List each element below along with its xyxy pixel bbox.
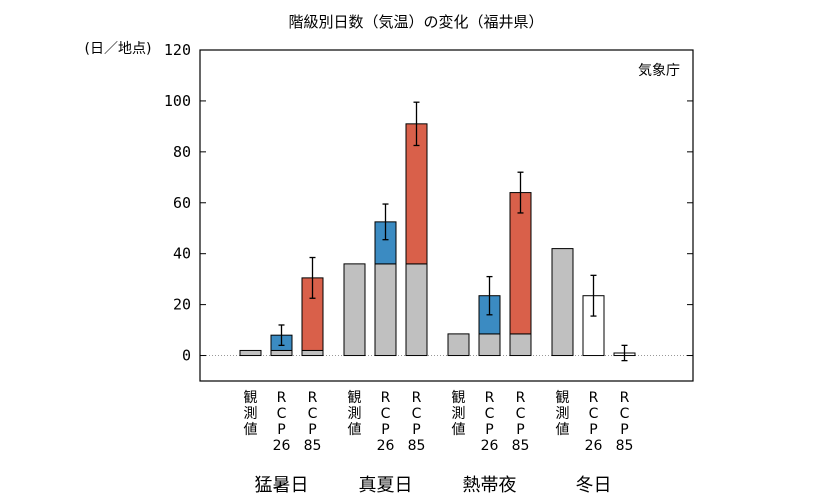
x-tick-label: R [485, 390, 495, 406]
x-tick-label: C [308, 406, 318, 422]
y-tick-label: 120 [164, 41, 191, 59]
x-tick-label: P [308, 422, 316, 438]
group-label: 真夏日 [359, 475, 413, 496]
x-tick-label: C [516, 406, 526, 422]
x-tick-label: 値 [348, 422, 362, 438]
x-tick-label: 値 [556, 422, 570, 438]
y-tick-label: 60 [173, 194, 191, 212]
x-labels-layer: 観測値RCP26RCP85猛暑日観測値RCP26RCP85真夏日観測値RCP26… [244, 389, 634, 496]
base-bar-segment [510, 334, 531, 356]
x-tick-label: C [485, 406, 495, 422]
plot-frame [200, 50, 693, 381]
x-tick-label: 観 [348, 389, 362, 406]
x-tick-label: 測 [556, 406, 570, 422]
observed-bar [344, 264, 365, 356]
x-tick-label: 測 [348, 406, 362, 422]
observed-bar [448, 334, 469, 356]
x-tick-label: R [277, 390, 287, 406]
group-label: 猛暑日 [255, 475, 309, 496]
x-tick-label: P [589, 422, 597, 438]
x-tick-label: 値 [452, 422, 466, 438]
y-tick-label: 40 [173, 245, 191, 263]
x-tick-label: 測 [244, 406, 258, 422]
bars-layer [240, 102, 635, 360]
x-tick-label: P [381, 422, 389, 438]
base-bar-segment [406, 264, 427, 356]
base-bar-segment [375, 264, 396, 356]
y-axis-label: (日／地点) [85, 41, 152, 57]
observed-bar [552, 249, 573, 356]
base-bar-segment [302, 350, 323, 355]
x-tick-label: 観 [244, 389, 258, 406]
rcp85-increase-bar [510, 193, 531, 334]
x-tick-label: 85 [616, 438, 634, 454]
x-tick-label: P [277, 422, 285, 438]
x-tick-label: 85 [304, 438, 322, 454]
x-tick-label: C [277, 406, 287, 422]
x-tick-label: 測 [452, 406, 466, 422]
x-tick-label: 85 [408, 438, 426, 454]
x-tick-label: 観 [556, 389, 570, 406]
base-bar-segment [479, 334, 500, 356]
x-tick-label: C [412, 406, 422, 422]
x-tick-label: C [620, 406, 630, 422]
x-tick-label: P [485, 422, 493, 438]
x-tick-label: 85 [512, 438, 530, 454]
x-tick-label: 26 [585, 438, 603, 454]
y-tick-label: 0 [182, 347, 191, 365]
x-tick-label: P [516, 422, 524, 438]
x-tick-label: 26 [377, 438, 395, 454]
y-tick-label: 20 [173, 296, 191, 314]
x-tick-label: C [589, 406, 599, 422]
chart-title: 階級別日数（気温）の変化（福井県） [288, 13, 543, 31]
x-tick-label: R [589, 390, 599, 406]
y-axis-ticks: 0 20 40 60 80 100 120 [164, 41, 693, 365]
x-tick-label: 26 [481, 438, 499, 454]
source-label: 気象庁 [638, 63, 680, 79]
x-tick-label: R [516, 390, 526, 406]
x-tick-label: P [412, 422, 420, 438]
x-tick-label: R [412, 390, 422, 406]
y-tick-label: 100 [164, 92, 191, 110]
x-tick-label: 観 [452, 389, 466, 406]
x-tick-label: 値 [244, 422, 258, 438]
x-tick-label: C [381, 406, 391, 422]
group-label: 冬日 [576, 475, 612, 496]
x-tick-label: P [620, 422, 628, 438]
x-tick-label: R [381, 390, 391, 406]
base-bar-segment [271, 350, 292, 355]
x-tick-label: R [308, 390, 318, 406]
x-tick-label: R [620, 390, 630, 406]
x-tick-label: 26 [273, 438, 291, 454]
y-tick-label: 80 [173, 143, 191, 161]
group-label: 熱帯夜 [463, 475, 517, 496]
observed-bar [240, 350, 261, 355]
